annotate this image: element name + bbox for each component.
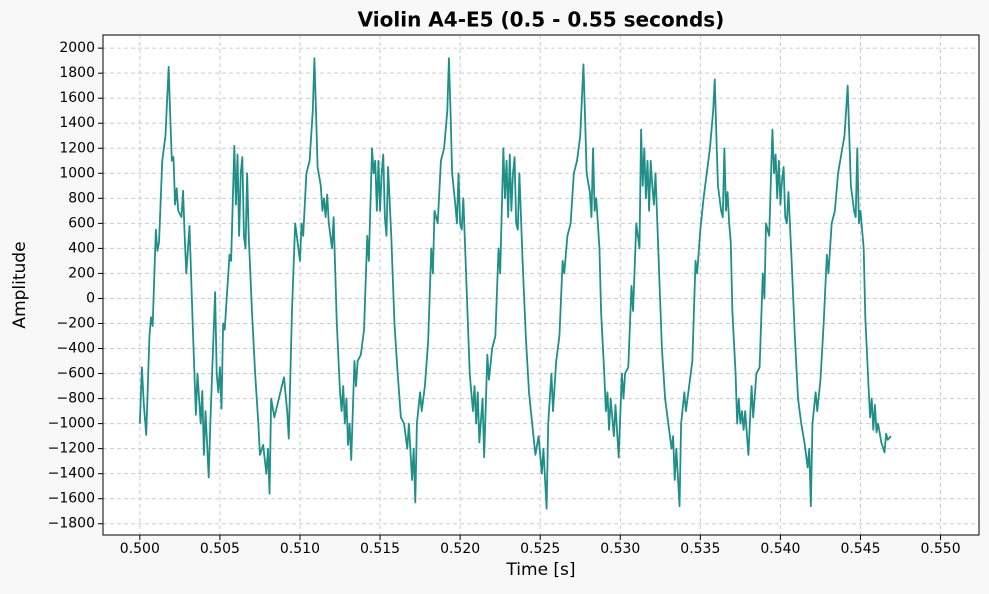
- marks: [138, 57, 892, 510]
- chart-title: Violin A4-E5 (0.5 - 0.55 seconds): [358, 8, 725, 32]
- x-tick-label: 0.550: [921, 541, 961, 557]
- y-tick-label: −1800: [48, 516, 95, 532]
- x-tick-label: 0.500: [120, 541, 160, 557]
- y-tick-label: 1800: [59, 65, 95, 81]
- y-tick-label: −1600: [48, 491, 95, 507]
- y-tick-label: −600: [57, 366, 95, 382]
- axes: 0.500 0.505 0.510 0.515 0.520 0.525 0.530 0.535…: [48, 40, 961, 557]
- y-tick-label: −1000: [48, 416, 95, 432]
- plot-area: [103, 35, 979, 535]
- y-tick-label: 1000: [59, 165, 95, 181]
- waveform-line: [138, 57, 892, 510]
- y-tick-label: 1400: [59, 115, 95, 131]
- x-tick-label: 0.540: [760, 541, 800, 557]
- y-tick-label: −1400: [48, 466, 95, 482]
- y-tick-label: 400: [68, 240, 95, 256]
- x-tick-label: 0.510: [280, 541, 320, 557]
- x-tick-label: 0.530: [600, 541, 640, 557]
- y-tick-label: 800: [68, 190, 95, 206]
- y-tick-label: 200: [68, 265, 95, 281]
- y-tick-label: 0: [86, 290, 95, 306]
- y-tick-label: 1600: [59, 90, 95, 106]
- x-tick-label: 0.545: [840, 541, 880, 557]
- y-tick-label: −200: [57, 315, 95, 331]
- y-tick-label: 2000: [59, 40, 95, 56]
- x-axis-label: Time [s]: [505, 560, 575, 580]
- y-tick-label: −800: [57, 391, 95, 407]
- x-tick-label: 0.520: [440, 541, 480, 557]
- x-tick-label: 0.505: [200, 541, 240, 557]
- y-tick-label: 600: [68, 215, 95, 231]
- plot-frame: [102, 34, 980, 536]
- y-tick-label: −400: [57, 341, 95, 357]
- x-tick-label: 0.535: [680, 541, 720, 557]
- x-tick-label: 0.515: [360, 541, 400, 557]
- x-tick-label: 0.525: [520, 541, 560, 557]
- y-axis-label: Amplitude: [10, 241, 30, 328]
- y-tick-label: 1200: [59, 140, 95, 156]
- y-tick-label: −1200: [48, 441, 95, 457]
